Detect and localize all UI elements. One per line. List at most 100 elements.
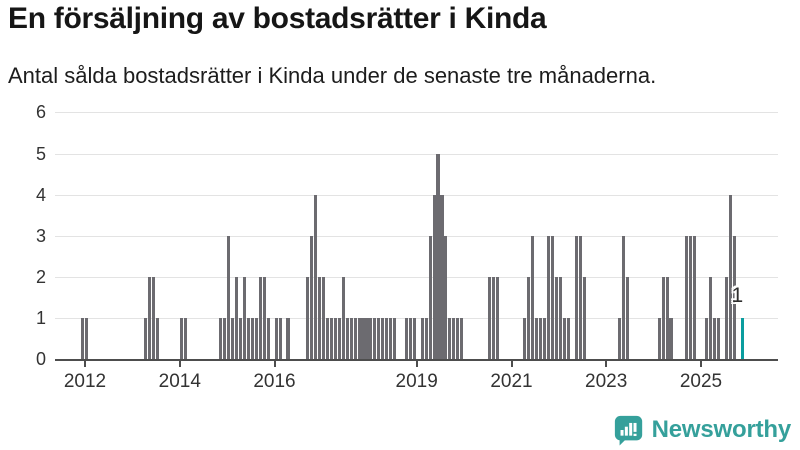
bar-2017-01	[321, 276, 326, 359]
bar-2025-05	[716, 317, 720, 359]
bar-2014-11	[219, 317, 223, 359]
x-tick-2023	[605, 361, 608, 367]
y-tick-label-3: 3	[35, 225, 46, 246]
page-title: En försäljning av bostadsrätter i Kinda	[8, 2, 547, 35]
x-tick-2014	[178, 361, 181, 367]
bar-2016-02	[278, 317, 282, 359]
y-tick-label-1: 1	[35, 307, 46, 328]
bar-2019-06	[436, 153, 440, 359]
bar-2019-10	[452, 317, 456, 359]
bar-2021-12	[554, 276, 559, 359]
bar-2016-10	[310, 235, 314, 359]
bar-2021-11	[550, 235, 555, 359]
gridline-y-5	[55, 153, 778, 155]
bar-2015-10	[262, 276, 266, 359]
bar-2017-09	[353, 317, 357, 359]
bar-2019-03	[424, 317, 428, 359]
bar-2021-10	[547, 235, 551, 359]
bar-2015-03	[235, 276, 239, 359]
bar-2018-11	[408, 317, 412, 359]
bar-2017-07	[345, 317, 349, 359]
x-tick-label-2021: 2021	[490, 371, 533, 392]
x-tick-2021	[510, 361, 513, 367]
bar-2013-05	[148, 276, 152, 359]
bar-2015-11	[266, 317, 270, 359]
bar-2017-08	[349, 317, 353, 359]
bar-2018-07	[393, 317, 397, 359]
newsworthy-logo[interactable]: Newsworthy	[613, 413, 791, 447]
bar-2015-06	[246, 317, 251, 359]
bar-2014-12	[223, 317, 227, 359]
y-tick-label-2: 2	[35, 266, 46, 287]
plot-area: 0 1 2 3 4 5 6 2012 2014 2016 2019 2021 2023 2025	[36, 103, 778, 392]
y-tick-label-4: 4	[35, 184, 46, 205]
x-tick-label-2023: 2023	[585, 371, 628, 392]
x-tick-label-2016: 2016	[253, 371, 296, 392]
bar-2015-08	[254, 317, 258, 359]
bar-2021-05	[527, 276, 531, 359]
bar-2016-01	[274, 317, 278, 359]
value-label: 1	[731, 283, 744, 307]
bar-chart-speech-bubble-icon	[613, 414, 645, 446]
bar-2015-02	[231, 317, 235, 359]
bar-2015-04	[239, 317, 243, 359]
bar-2022-01	[558, 276, 562, 359]
bar-2018-02	[373, 317, 377, 359]
bar-2017-10	[357, 317, 361, 359]
bar-2025-04	[712, 317, 716, 359]
bar-2022-05	[574, 235, 578, 359]
bar-2016-04	[286, 317, 290, 359]
x-tick-label-2012: 2012	[63, 371, 107, 392]
bar-2017-12	[365, 317, 369, 359]
x-tick-2019	[415, 361, 418, 367]
x-tick-2016	[273, 361, 276, 367]
x-tick-label-2025: 2025	[679, 371, 723, 392]
bar-2019-09	[448, 317, 452, 359]
bar-2013-07	[156, 317, 160, 359]
bar-2015-09	[258, 276, 262, 359]
bar-2024-04	[665, 276, 669, 359]
bar-2015-01	[227, 235, 231, 359]
bar-2018-10	[404, 317, 408, 359]
bar-2016-09	[306, 276, 310, 359]
y-tick-label-0: 0	[35, 349, 46, 369]
bar-2024-05	[669, 317, 673, 359]
bar-2020-08	[491, 276, 495, 359]
bar-2019-07	[440, 194, 444, 359]
x-tick-label-2019: 2019	[395, 371, 438, 392]
bar-2021-04	[523, 317, 527, 359]
bar-2021-06	[531, 235, 535, 359]
bar-2019-05	[432, 194, 436, 359]
bar-2023-06	[626, 276, 630, 359]
bar-2012-01	[85, 317, 89, 359]
gridline-y-6	[55, 112, 778, 114]
bar-2019-08	[444, 235, 448, 359]
bar-2014-01	[179, 317, 183, 359]
bar-2025-07	[724, 276, 728, 359]
bar-2018-01	[369, 317, 373, 359]
bar-2024-02	[657, 317, 661, 359]
gridline-y-2	[55, 276, 778, 278]
x-tick-label-2014: 2014	[158, 371, 201, 392]
bar-2015-05	[242, 276, 247, 359]
bar-2017-05	[337, 317, 341, 359]
bar-2017-02	[325, 317, 330, 359]
gridline-y-1	[55, 317, 778, 319]
bar-2018-06	[389, 317, 393, 359]
bar-2018-03	[377, 317, 381, 359]
logo-text: Newsworthy	[651, 416, 792, 443]
bar-2018-04	[381, 317, 385, 359]
bar-2021-09	[543, 317, 547, 359]
gridline-y-4	[55, 194, 778, 196]
bar-2022-06	[578, 235, 582, 359]
bar-2024-03	[661, 276, 665, 359]
bar-2023-04	[618, 317, 622, 359]
bar-2013-04	[144, 317, 148, 359]
bar-2019-11	[456, 317, 460, 359]
x-tick-2025	[700, 361, 702, 367]
bar-2011-12	[81, 317, 85, 359]
page-subtitle: Antal sålda bostadsrätter i Kinda under …	[8, 63, 657, 88]
bar-2022-07	[582, 276, 586, 359]
x-tick-2012	[84, 361, 86, 367]
bar-2021-08	[539, 317, 543, 359]
